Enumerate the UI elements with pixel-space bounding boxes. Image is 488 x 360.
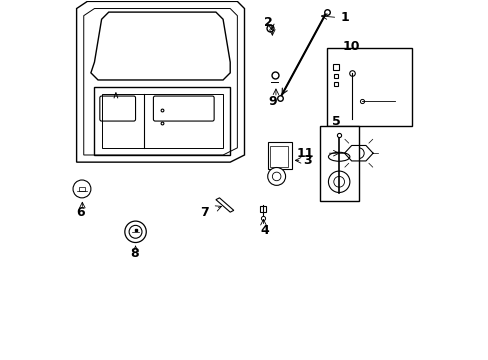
Text: 10: 10	[342, 40, 360, 53]
Text: 3: 3	[303, 154, 311, 167]
Ellipse shape	[328, 152, 349, 161]
Polygon shape	[216, 198, 233, 212]
Text: 2: 2	[264, 16, 272, 29]
Bar	[319, 126, 358, 202]
Bar	[270, 146, 287, 167]
Circle shape	[267, 167, 285, 185]
Text: 5: 5	[331, 114, 340, 127]
Circle shape	[73, 180, 91, 198]
Circle shape	[328, 171, 349, 193]
Text: 8: 8	[130, 247, 139, 260]
Text: 9: 9	[267, 95, 276, 108]
Text: 7: 7	[200, 206, 208, 219]
Circle shape	[124, 221, 146, 243]
Text: 11: 11	[296, 147, 313, 160]
Bar	[326, 48, 411, 126]
Bar	[80, 187, 84, 191]
Text: 6: 6	[76, 206, 84, 219]
Text: 1: 1	[340, 11, 349, 24]
Bar	[268, 143, 291, 169]
Text: 4: 4	[260, 224, 269, 237]
